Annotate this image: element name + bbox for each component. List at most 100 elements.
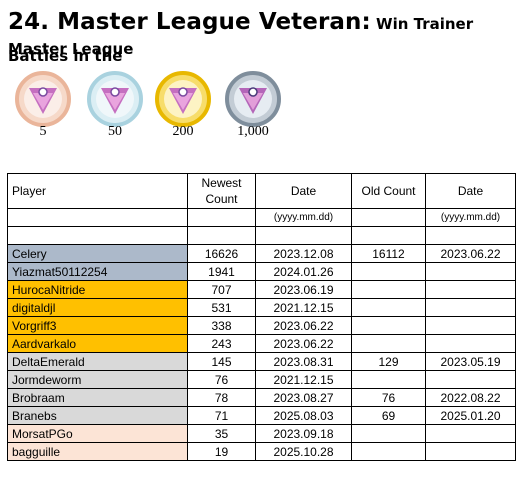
newest-count-cell: 76 (187, 370, 256, 389)
newest-count-cell: 35 (187, 424, 256, 443)
header-player: Player (7, 173, 188, 209)
table-subheader-row: (yyyy.mm.dd) (yyyy.mm.dd) (7, 208, 516, 227)
date-cell: 2023.09.18 (255, 424, 352, 443)
table-row: Aardvarkalo 243 2023.06.22 (7, 334, 516, 353)
date-cell: 2025.08.03 (255, 406, 352, 425)
medal-label-bronze: 5 (39, 124, 47, 139)
bronze-medal-icon (14, 70, 72, 128)
medal-label-platinum: 1,000 (237, 124, 269, 139)
old-date-cell: 2025.01.20 (425, 406, 516, 425)
spacer-cell (351, 226, 426, 245)
player-cell: DeltaEmerald (7, 352, 188, 371)
table-row: Yiazmat50112254 1941 2024.01.26 (7, 262, 516, 281)
table-header-row: Player Newest Count Date Old Count Date (7, 173, 516, 209)
old-count-cell: 16112 (351, 244, 426, 263)
table-row: DeltaEmerald 145 2023.08.31 129 2023.05.19 (7, 352, 516, 371)
title-subtitle: Win Trainer Battles in the (8, 15, 474, 65)
table-row: digitaldjl 531 2021.12.15 (7, 298, 516, 317)
date-format-label: (yyyy.mm.dd) (255, 208, 352, 227)
player-cell: Vorgriff3 (7, 316, 188, 335)
header-old-count: Old Count (351, 173, 426, 209)
player-cell: Brobraam (7, 388, 188, 407)
table-row: Brobraam 78 2023.08.27 76 2022.08.22 (7, 388, 516, 407)
platinum-medal-icon (224, 70, 282, 128)
subheader-empty-cell (351, 208, 426, 227)
date-cell: 2025.10.28 (255, 442, 352, 461)
old-date-cell: 2022.08.22 (425, 388, 516, 407)
newest-count-cell: 338 (187, 316, 256, 335)
old-date-cell: 2023.06.22 (425, 244, 516, 263)
player-cell: Branebs (7, 406, 188, 425)
date-cell: 2023.06.22 (255, 316, 352, 335)
old-count-cell (351, 442, 426, 461)
table-spacer-row (7, 226, 516, 245)
date-cell: 2023.08.31 (255, 352, 352, 371)
old-count-cell (351, 370, 426, 389)
newest-count-cell: 16626 (187, 244, 256, 263)
date-cell: 2023.12.08 (255, 244, 352, 263)
old-count-cell: 69 (351, 406, 426, 425)
old-date-cell (425, 262, 516, 281)
player-cell: MorsatPGo (7, 424, 188, 443)
old-date-cell (425, 298, 516, 317)
header-old-date: Date (425, 173, 516, 209)
table-row: Celery 16626 2023.12.08 16112 2023.06.22 (7, 244, 516, 263)
table-row: bagguille 19 2025.10.28 (7, 442, 516, 461)
table-row: Vorgriff3 338 2023.06.22 (7, 316, 516, 335)
date-cell: 2023.06.22 (255, 334, 352, 353)
player-cell: Jormdeworm (7, 370, 188, 389)
player-cell: bagguille (7, 442, 188, 461)
spacer-cell (187, 226, 256, 245)
subheader-empty-cell (7, 208, 188, 227)
old-date-cell (425, 370, 516, 389)
silver-medal-icon (86, 70, 144, 128)
table-row: Jormdeworm 76 2021.12.15 (7, 370, 516, 389)
old-date-cell (425, 442, 516, 461)
newest-count-cell: 707 (187, 280, 256, 299)
spacer-cell (7, 226, 188, 245)
table-row: HurocaNitride 707 2023.06.19 (7, 280, 516, 299)
date-cell: 2024.01.26 (255, 262, 352, 281)
old-count-cell (351, 424, 426, 443)
spacer-cell (255, 226, 352, 245)
medal-row: 5 50 200 1,000 (14, 70, 294, 142)
old-count-cell (351, 298, 426, 317)
medal-label-gold: 200 (172, 124, 194, 139)
old-date-cell (425, 334, 516, 353)
subheader-empty-cell (187, 208, 256, 227)
newest-count-cell: 531 (187, 298, 256, 317)
newest-count-cell: 71 (187, 406, 256, 425)
old-count-cell: 76 (351, 388, 426, 407)
date-cell: 2023.08.27 (255, 388, 352, 407)
newest-count-cell: 243 (187, 334, 256, 353)
date-cell: 2023.06.19 (255, 280, 352, 299)
old-count-cell: 129 (351, 352, 426, 371)
title-heading: 24. Master League Veteran: (8, 9, 371, 35)
medal-label-silver: 50 (108, 124, 122, 139)
old-date-cell (425, 316, 516, 335)
old-count-cell (351, 262, 426, 281)
old-date-format-label: (yyyy.mm.dd) (425, 208, 516, 227)
old-date-cell (425, 424, 516, 443)
table-row: Branebs 71 2025.08.03 69 2025.01.20 (7, 406, 516, 425)
newest-count-cell: 145 (187, 352, 256, 371)
old-count-cell (351, 316, 426, 335)
newest-count-cell: 78 (187, 388, 256, 407)
player-cell: Aardvarkalo (7, 334, 188, 353)
old-count-cell (351, 334, 426, 353)
date-cell: 2021.12.15 (255, 298, 352, 317)
header-newest-count: Newest Count (187, 173, 256, 209)
player-cell: Celery (7, 244, 188, 263)
date-cell: 2021.12.15 (255, 370, 352, 389)
table-row: MorsatPGo 35 2023.09.18 (7, 424, 516, 443)
header-date: Date (255, 173, 352, 209)
old-date-cell (425, 280, 516, 299)
player-cell: Yiazmat50112254 (7, 262, 188, 281)
spacer-cell (425, 226, 516, 245)
old-count-cell (351, 280, 426, 299)
page-title: 24. Master League Veteran: Win Trainer B… (8, 6, 520, 72)
player-cell: digitaldjl (7, 298, 188, 317)
old-date-cell: 2023.05.19 (425, 352, 516, 371)
title-subtitle-line2: Master League (8, 40, 134, 58)
player-cell: HurocaNitride (7, 280, 188, 299)
